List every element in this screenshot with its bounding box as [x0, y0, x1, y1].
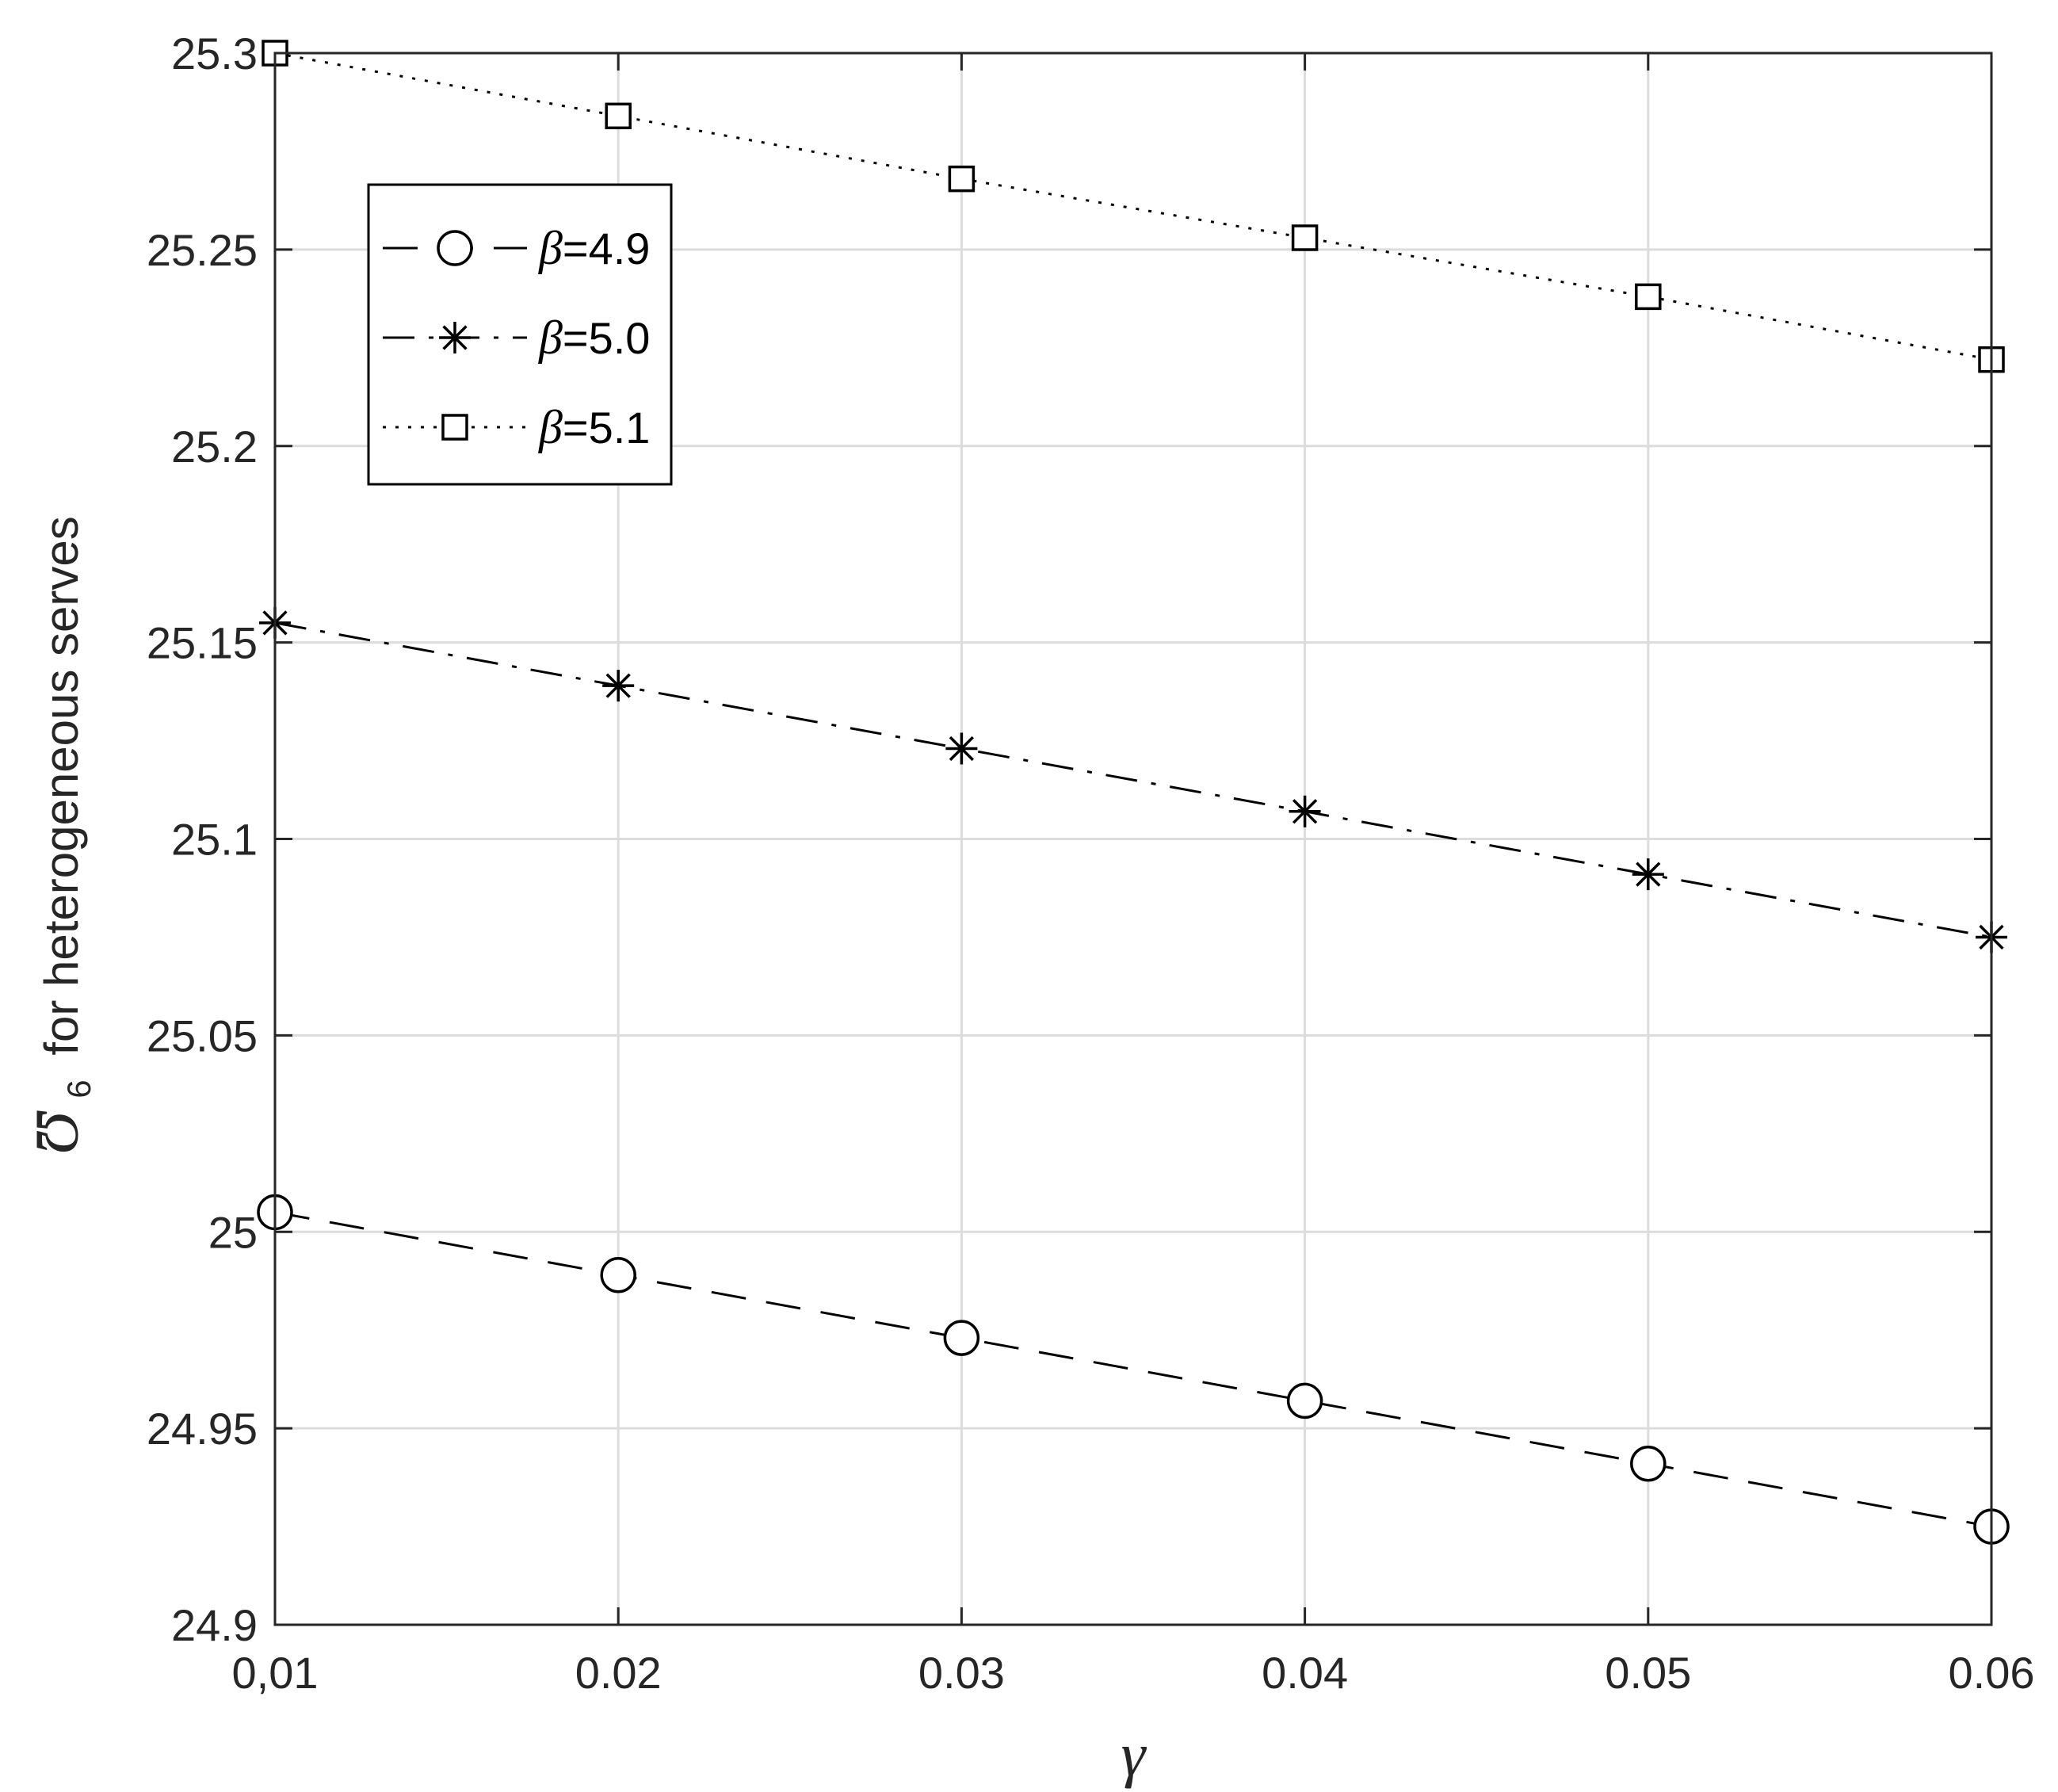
y-tick-label: 25.3 — [171, 29, 258, 78]
svg-text:Ʊ 6 for heterogene: Ʊ 6 for heterogeneous serves — [22, 516, 101, 1156]
legend-label-symbol: β — [538, 401, 563, 453]
data-point-square — [1291, 224, 1319, 251]
y-axis-subscript: 6 — [60, 1079, 97, 1098]
y-axis-label: Ʊ 6 for heterogeneous serves — [22, 516, 101, 1156]
data-point-asterisk — [602, 670, 635, 702]
y-tick-label: 25.1 — [171, 815, 258, 865]
legend-label: β=5.0 — [538, 311, 650, 364]
legend-label-value: =4.9 — [563, 224, 651, 273]
data-point-asterisk — [1632, 858, 1664, 891]
data-point-circle — [1630, 1445, 1667, 1482]
data-point-square — [948, 165, 976, 193]
asterisk-stroke — [1292, 799, 1318, 824]
data-point-circle — [1286, 1382, 1323, 1419]
asterisk-stroke — [605, 673, 631, 698]
legend: β=4.9β=5.0β=5.1 — [367, 183, 673, 486]
y-tick-label: 25.2 — [171, 422, 258, 472]
y-axis-symbol: Ʊ — [22, 1110, 91, 1156]
y-tick-label: 25.15 — [147, 618, 258, 668]
legend-label-value: =5.0 — [563, 313, 651, 363]
axis-ticks: 0,01 0.02 0.03 0.04 0.05 0.06 24.9 24.95 25 25.05… — [147, 29, 2035, 1698]
legend-item: β=4.9 — [383, 222, 650, 274]
x-tick-label: 0,01 — [232, 1648, 319, 1698]
legend-box — [367, 183, 673, 486]
y-tick-label: 25.05 — [147, 1011, 258, 1060]
data-point-circle — [943, 1320, 980, 1356]
data-point-asterisk — [1289, 795, 1321, 827]
series-circle — [257, 1194, 2010, 1545]
y-tick-label: 25 — [208, 1207, 258, 1257]
data-point-square — [441, 414, 468, 441]
x-axis-label: γ — [1121, 1720, 1147, 1789]
legend-item: β=5.0 — [383, 311, 650, 364]
asterisk-stroke — [949, 736, 975, 762]
legend-label-symbol: β — [538, 311, 563, 364]
legend-label: β=4.9 — [538, 222, 650, 274]
data-point-asterisk — [439, 322, 471, 353]
y-tick-label: 24.95 — [147, 1404, 258, 1454]
data-point-circle — [437, 230, 473, 266]
y-tick-label: 24.9 — [171, 1600, 258, 1650]
data-point-asterisk — [945, 732, 978, 765]
series-line — [274, 621, 1992, 938]
y-tick-label: 25.25 — [147, 225, 258, 275]
legend-label-value: =5.1 — [563, 403, 651, 453]
x-tick-label: 0.06 — [1949, 1648, 2035, 1698]
legend-label-symbol: β — [538, 222, 563, 274]
data-point-square — [605, 102, 632, 130]
data-point-circle — [600, 1257, 636, 1293]
legend-item: β=5.1 — [383, 401, 650, 453]
asterisk-stroke — [442, 325, 468, 350]
y-axis-text: for heterogeneous serves — [35, 516, 88, 1055]
x-tick-label: 0.04 — [1262, 1648, 1348, 1698]
legend-label: β=5.1 — [538, 401, 650, 453]
asterisk-stroke — [1636, 862, 1661, 887]
series-asterisk — [259, 606, 2007, 953]
series-line — [274, 1210, 1992, 1528]
data-point-square — [1635, 283, 1662, 311]
x-tick-label: 0.03 — [918, 1648, 1005, 1698]
x-tick-label: 0.02 — [575, 1648, 662, 1698]
x-tick-label: 0.05 — [1605, 1648, 1691, 1698]
